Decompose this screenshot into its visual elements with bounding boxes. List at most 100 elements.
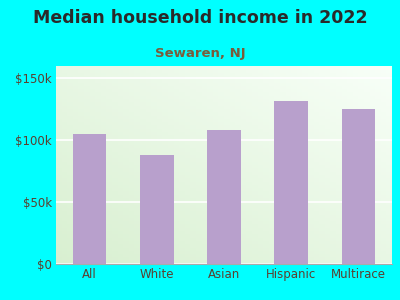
Bar xyxy=(336,132,342,135)
Bar xyxy=(308,96,314,99)
Bar xyxy=(336,145,342,148)
Bar xyxy=(330,86,336,89)
Bar xyxy=(347,116,353,119)
Bar xyxy=(151,125,157,129)
Bar xyxy=(112,254,118,257)
Bar xyxy=(140,231,146,234)
Bar xyxy=(140,214,146,218)
Bar xyxy=(252,188,258,191)
Bar xyxy=(297,195,302,198)
Bar xyxy=(101,175,106,178)
Bar xyxy=(235,162,241,165)
Bar xyxy=(179,82,185,86)
Bar xyxy=(157,182,162,185)
Bar xyxy=(353,234,358,238)
Bar xyxy=(274,122,280,125)
Bar xyxy=(375,96,381,99)
Bar xyxy=(224,228,230,231)
Bar xyxy=(129,175,134,178)
Bar xyxy=(112,99,118,102)
Bar xyxy=(364,231,370,234)
Bar xyxy=(95,248,101,251)
Bar xyxy=(314,198,319,201)
Bar xyxy=(146,69,151,73)
Bar xyxy=(129,155,134,158)
Bar xyxy=(207,66,213,69)
Bar xyxy=(336,231,342,234)
Bar xyxy=(174,234,179,238)
Bar xyxy=(235,244,241,248)
Bar xyxy=(207,231,213,234)
Bar xyxy=(123,188,129,191)
Bar xyxy=(280,162,286,165)
Bar xyxy=(353,76,358,79)
Bar xyxy=(196,201,202,205)
Bar xyxy=(185,155,190,158)
Bar xyxy=(302,152,308,155)
Bar xyxy=(202,251,207,254)
Bar xyxy=(364,76,370,79)
Bar xyxy=(185,92,190,96)
Bar xyxy=(202,106,207,109)
Bar xyxy=(56,211,62,214)
Bar xyxy=(375,139,381,142)
Bar xyxy=(112,89,118,92)
Bar xyxy=(386,188,392,191)
Bar xyxy=(319,76,325,79)
Bar xyxy=(319,92,325,96)
Bar xyxy=(157,82,162,86)
Bar xyxy=(325,231,330,234)
Bar xyxy=(174,76,179,79)
Bar xyxy=(129,195,134,198)
Bar xyxy=(129,231,134,234)
Bar xyxy=(302,125,308,129)
Bar xyxy=(106,76,112,79)
Bar xyxy=(196,135,202,139)
Bar xyxy=(291,109,297,112)
Bar xyxy=(196,86,202,89)
Bar xyxy=(62,238,67,241)
Bar xyxy=(280,228,286,231)
Bar xyxy=(67,102,73,106)
Bar xyxy=(90,89,95,92)
Bar xyxy=(112,86,118,89)
Bar xyxy=(263,66,269,69)
Bar xyxy=(213,109,218,112)
Bar xyxy=(78,119,84,122)
Bar xyxy=(151,152,157,155)
Bar xyxy=(246,208,252,211)
Bar xyxy=(246,152,252,155)
Bar xyxy=(325,148,330,152)
Bar xyxy=(381,69,386,73)
Bar xyxy=(330,155,336,158)
Bar xyxy=(202,142,207,145)
Bar xyxy=(263,221,269,224)
Bar xyxy=(62,241,67,244)
Bar xyxy=(112,211,118,214)
Bar xyxy=(118,254,123,257)
Bar xyxy=(213,234,218,238)
Bar xyxy=(213,82,218,86)
Bar xyxy=(381,135,386,139)
Bar xyxy=(263,155,269,158)
Bar xyxy=(370,135,375,139)
Bar xyxy=(95,231,101,234)
Bar xyxy=(330,99,336,102)
Bar xyxy=(375,261,381,264)
Bar xyxy=(129,168,134,172)
Bar xyxy=(263,251,269,254)
Bar xyxy=(375,76,381,79)
Bar xyxy=(213,251,218,254)
Bar xyxy=(375,122,381,125)
Bar xyxy=(129,165,134,168)
Bar xyxy=(106,257,112,261)
Bar xyxy=(157,76,162,79)
Bar xyxy=(286,158,291,162)
Bar xyxy=(106,231,112,234)
Bar xyxy=(168,211,174,214)
Bar xyxy=(224,142,230,145)
Bar xyxy=(123,73,129,76)
Bar xyxy=(129,89,134,92)
Bar xyxy=(325,139,330,142)
Bar xyxy=(224,248,230,251)
